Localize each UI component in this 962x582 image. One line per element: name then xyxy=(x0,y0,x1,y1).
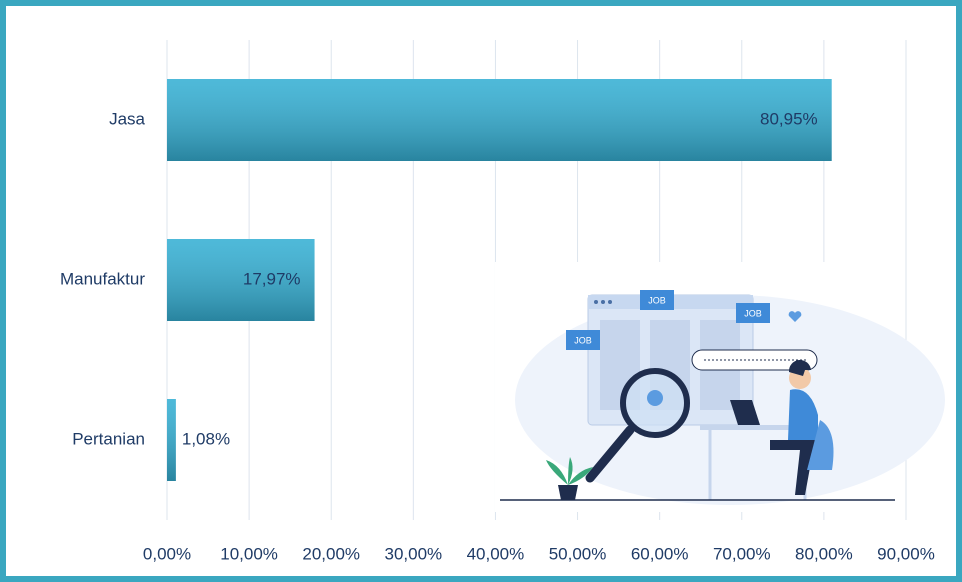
y-tick-label: Pertanian xyxy=(72,429,145,448)
x-tick-label: 40,00% xyxy=(467,544,525,563)
x-tick-label: 70,00% xyxy=(713,544,771,563)
x-tick-label: 80,00% xyxy=(795,544,853,563)
x-tick-label: 60,00% xyxy=(631,544,689,563)
x-tick-label: 30,00% xyxy=(384,544,442,563)
job-tag: JOB xyxy=(744,308,762,318)
x-tick-label: 90,00% xyxy=(877,544,935,563)
data-label: 17,97% xyxy=(243,269,301,288)
x-tick-label: 10,00% xyxy=(220,544,278,563)
y-tick-label: Manufaktur xyxy=(60,269,145,288)
x-tick-label: 20,00% xyxy=(302,544,360,563)
chart: 0,00% 10,00% 20,00% 30,00% 40,00% 50,00% 60,00… xyxy=(0,0,962,582)
y-tick-label: Jasa xyxy=(109,109,145,128)
job-tag: JOB xyxy=(574,335,592,345)
illustration: JOB JOB JOB xyxy=(495,262,945,512)
job-tag: JOB xyxy=(648,295,666,305)
data-label: 1,08% xyxy=(182,429,230,448)
data-label: 80,95% xyxy=(760,109,818,128)
bar-shade xyxy=(167,79,832,161)
x-tick-label: 50,00% xyxy=(549,544,607,563)
bar-shade xyxy=(167,399,176,481)
x-tick-label: 0,00% xyxy=(143,544,191,563)
